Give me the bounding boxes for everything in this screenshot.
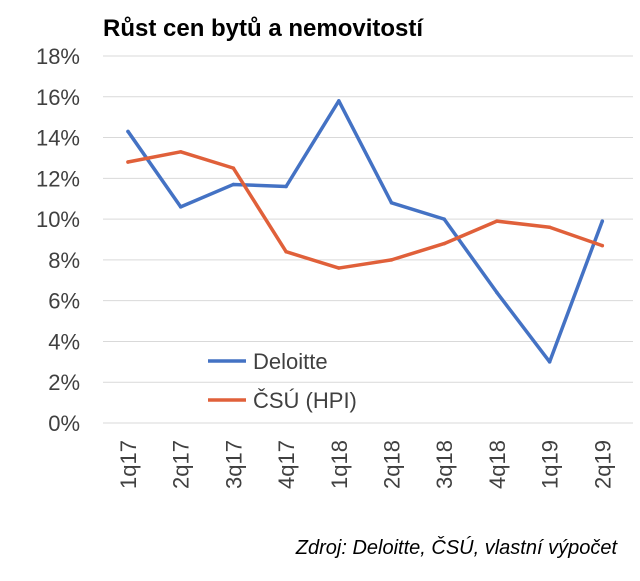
x-axis-ticks: 1q17 2q17 3q17 4q17 1q18 2q18 3q18 4q18 1q19 2q19 <box>116 440 615 489</box>
data-point <box>337 99 341 103</box>
data-point <box>495 290 499 295</box>
x-tick-label: 3q17 <box>221 440 246 489</box>
x-tick-label: 4q17 <box>274 440 299 489</box>
gridlines <box>103 55 633 424</box>
x-tick-label: 1q19 <box>538 440 563 489</box>
data-point <box>547 360 552 364</box>
series-line-csu-hpi <box>126 150 605 270</box>
data-point <box>231 182 236 187</box>
data-point <box>547 225 552 230</box>
data-point <box>600 219 605 223</box>
data-point <box>178 150 183 154</box>
x-tick-label: 2q18 <box>380 440 405 489</box>
y-tick-label: 10% <box>36 207 80 232</box>
legend-label-csu-hpi: ČSÚ (HPI) <box>253 388 357 413</box>
legend-label-deloitte: Deloitte <box>253 349 328 374</box>
y-tick-label: 14% <box>36 126 80 151</box>
source-note: Zdroj: Deloitte, ČSÚ, vlastní výpočet <box>295 536 619 559</box>
data-point <box>284 184 288 189</box>
x-tick-label: 4q18 <box>485 440 510 489</box>
data-point <box>231 166 236 170</box>
data-point <box>178 205 183 209</box>
legend: Deloitte ČSÚ (HPI) <box>208 349 357 413</box>
chart-title: Růst cen bytů a nemovitostí <box>103 15 424 42</box>
y-tick-label: 18% <box>36 44 80 69</box>
data-point <box>442 217 446 221</box>
y-axis-ticks: 0% 2% 4% 6% 8% 10% 12% 14% 16% 18% <box>36 44 80 436</box>
data-point <box>126 160 130 164</box>
series-line-deloitte <box>126 99 605 364</box>
data-point <box>389 258 394 262</box>
series-lines <box>126 99 605 364</box>
data-point <box>126 129 130 134</box>
y-tick-label: 12% <box>36 166 80 191</box>
x-tick-label: 3q18 <box>432 440 457 489</box>
data-point <box>442 241 446 246</box>
data-point <box>600 243 605 248</box>
data-point <box>284 249 288 254</box>
y-tick-label: 16% <box>36 85 80 110</box>
y-tick-label: 6% <box>48 289 80 314</box>
y-tick-label: 2% <box>48 370 80 395</box>
x-tick-label: 2q17 <box>169 440 194 489</box>
x-tick-label: 1q17 <box>116 440 141 489</box>
x-tick-label: 1q18 <box>327 440 352 489</box>
data-point <box>337 266 341 270</box>
x-tick-label: 2q19 <box>590 440 615 489</box>
data-point <box>389 201 394 205</box>
y-tick-label: 0% <box>48 411 80 436</box>
y-tick-label: 8% <box>48 248 80 273</box>
y-tick-label: 4% <box>48 329 80 354</box>
data-point <box>495 219 499 223</box>
